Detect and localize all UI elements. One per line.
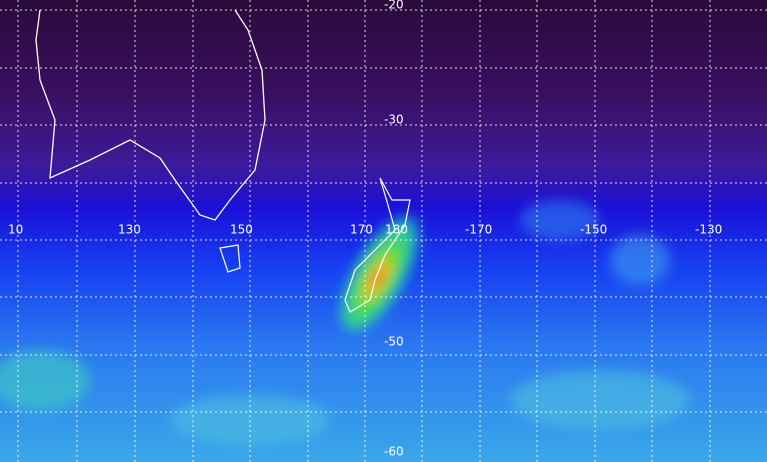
- longitude-label: 150: [230, 223, 253, 237]
- longitude-label: -130: [695, 223, 722, 237]
- longitude-label: 170: [350, 223, 373, 237]
- longitude-label: 10: [8, 223, 23, 237]
- longitude-label: 130: [118, 223, 141, 237]
- latitude-label: -60: [384, 445, 404, 459]
- latitude-label: -30: [384, 113, 404, 127]
- latitude-label: -20: [384, 0, 404, 12]
- longitude-label: -150: [580, 223, 607, 237]
- map: -20 -30 -50 -60 10 130 150 170 180 -170 -150 -130: [0, 0, 767, 462]
- longitude-label: -170: [465, 223, 492, 237]
- latitude-label: -50: [384, 335, 404, 349]
- longitude-label: 180: [385, 223, 408, 237]
